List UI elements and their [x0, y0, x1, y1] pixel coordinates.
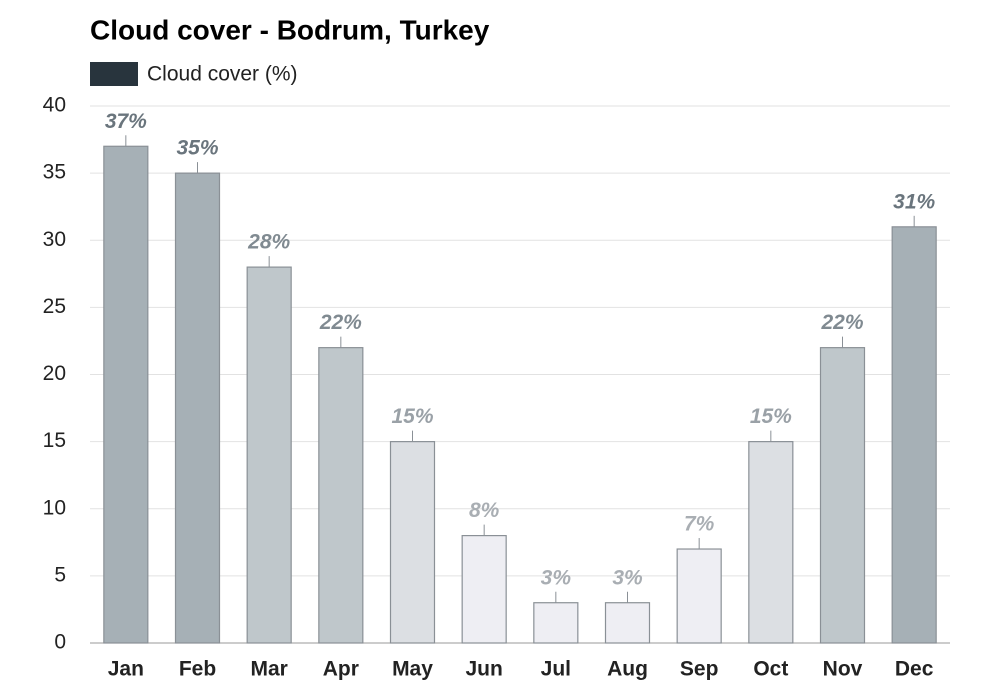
- bar: [533, 602, 579, 644]
- y-tick-label: 10: [43, 496, 66, 519]
- bar: [891, 226, 937, 644]
- bar: [819, 347, 866, 644]
- x-tick-label: Feb: [179, 658, 216, 681]
- x-tick-label: Sep: [680, 658, 719, 681]
- y-tick-label: 15: [43, 429, 66, 452]
- y-tick-label: 35: [43, 161, 66, 184]
- y-tick-label: 5: [54, 563, 66, 586]
- value-label: 22%: [820, 311, 863, 334]
- bar: [676, 548, 722, 644]
- y-tick-label: 20: [43, 362, 66, 385]
- x-tick-label: Jul: [541, 658, 571, 681]
- value-label: 15%: [750, 405, 792, 428]
- x-tick-label: Nov: [823, 658, 863, 681]
- x-tick-label: Apr: [323, 658, 359, 681]
- y-tick-label: 25: [43, 295, 66, 318]
- y-tick-label: 40: [43, 94, 66, 117]
- x-tick-label: Aug: [607, 658, 648, 681]
- bar: [604, 602, 651, 644]
- value-label: 15%: [391, 405, 433, 428]
- bar: [318, 347, 364, 644]
- value-label: 3%: [541, 566, 572, 589]
- value-label: 3%: [612, 566, 643, 589]
- x-tick-label: Jan: [108, 658, 144, 681]
- value-label: 7%: [684, 513, 715, 536]
- bar: [461, 534, 507, 644]
- x-tick-label: Jun: [465, 658, 502, 681]
- value-label: 35%: [176, 137, 218, 160]
- value-label: 37%: [105, 110, 147, 133]
- y-tick-label: 30: [43, 228, 66, 251]
- x-tick-label: May: [392, 658, 433, 681]
- legend-swatch: [90, 62, 138, 86]
- value-label: 31%: [893, 190, 935, 213]
- value-label: 8%: [469, 499, 500, 522]
- bar: [174, 172, 221, 644]
- legend-label: Cloud cover (%): [147, 63, 298, 86]
- y-tick-label: 0: [54, 631, 66, 654]
- value-label: 28%: [247, 231, 290, 254]
- x-tick-label: Oct: [753, 658, 788, 681]
- bar: [246, 266, 292, 644]
- bar: [103, 145, 149, 644]
- bar: [389, 441, 436, 644]
- value-label: 22%: [319, 311, 362, 334]
- x-tick-label: Dec: [895, 658, 934, 681]
- x-tick-label: Mar: [250, 658, 287, 681]
- chart-title: Cloud cover - Bodrum, Turkey: [90, 14, 490, 45]
- bar: [748, 441, 794, 644]
